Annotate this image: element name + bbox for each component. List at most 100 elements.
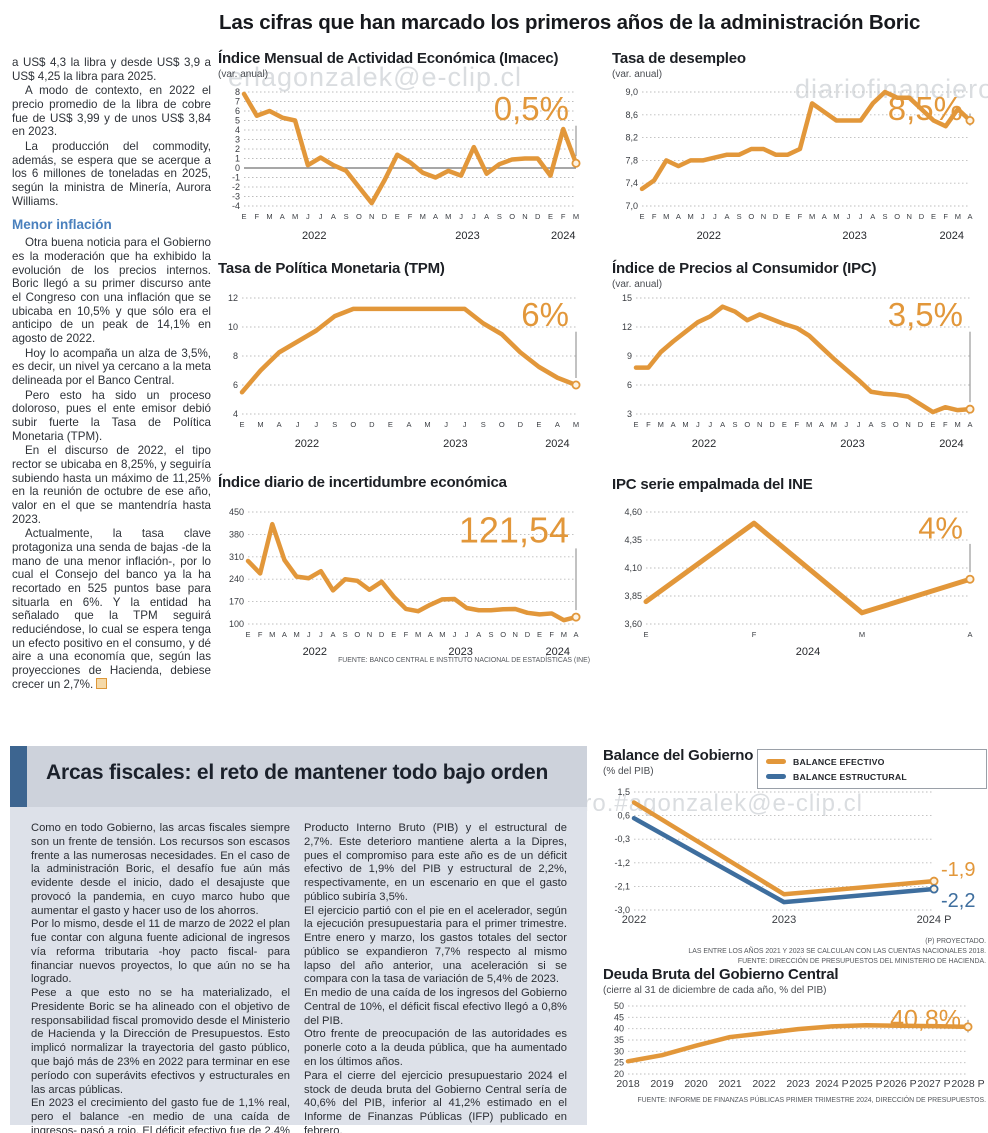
- svg-text:S: S: [332, 420, 337, 429]
- svg-text:J: J: [319, 212, 323, 221]
- fiscal-paragraph: Producto Interno Bruto (PIB) y el estruc…: [304, 822, 567, 903]
- svg-text:2022: 2022: [697, 230, 721, 242]
- svg-text:-2,2: -2,2: [941, 890, 975, 912]
- svg-text:J: J: [459, 212, 463, 221]
- svg-text:A: A: [822, 212, 827, 221]
- svg-text:6: 6: [233, 380, 238, 390]
- svg-text:A: A: [725, 212, 730, 221]
- svg-text:A: A: [555, 420, 560, 429]
- svg-text:F: F: [258, 630, 263, 639]
- legend-item-estructural: BALANCE ESTRUCTURAL: [766, 769, 986, 784]
- svg-text:-1: -1: [232, 173, 240, 183]
- svg-text:O: O: [509, 212, 515, 221]
- svg-text:M: M: [955, 420, 961, 429]
- svg-text:O: O: [350, 420, 356, 429]
- svg-text:2023: 2023: [443, 438, 467, 450]
- svg-text:2021: 2021: [718, 1078, 742, 1090]
- svg-text:J: J: [859, 212, 863, 221]
- article-paragraph: A modo de contexto, en 2022 el precio pr…: [12, 84, 211, 139]
- svg-text:2019: 2019: [650, 1078, 674, 1090]
- svg-text:1: 1: [235, 154, 240, 164]
- svg-text:7: 7: [235, 97, 240, 107]
- chart-title-deuda: Deuda Bruta del Gobierno Central: [603, 966, 839, 983]
- svg-text:121,54: 121,54: [459, 510, 569, 551]
- svg-text:A: A: [967, 420, 972, 429]
- svg-text:-0,3: -0,3: [614, 834, 630, 844]
- svg-text:M: M: [573, 212, 579, 221]
- article-paragraph: Hoy lo acompaña un alza de 3,5%, es deci…: [12, 346, 211, 388]
- svg-text:2023: 2023: [840, 438, 864, 450]
- svg-text:25: 25: [614, 1058, 624, 1068]
- svg-text:O: O: [500, 630, 506, 639]
- svg-text:7,0: 7,0: [625, 201, 638, 211]
- svg-text:M: M: [292, 212, 298, 221]
- svg-text:E: E: [239, 420, 244, 429]
- svg-text:J: J: [319, 630, 323, 639]
- svg-text:-3: -3: [232, 192, 240, 202]
- svg-text:A: A: [720, 420, 725, 429]
- balance-footnote-proyectado: (P) PROYECTADO.: [925, 938, 986, 945]
- article-paragraph: En el discurso de 2022, el tipo rector s…: [12, 444, 211, 526]
- svg-text:S: S: [343, 630, 348, 639]
- chart-imacec: 8 7 6 5 4 3 2 1 0 -1 -2 -3 -4 E F M A M J J A S O N D E F M A M J J A S O N…: [218, 86, 590, 242]
- svg-text:F: F: [798, 212, 803, 221]
- svg-text:2023: 2023: [786, 1078, 810, 1090]
- chart-subtitle-deuda: (cierre al 31 de diciembre de cada año, …: [603, 985, 827, 996]
- svg-text:2022: 2022: [622, 914, 646, 926]
- svg-text:A: A: [428, 630, 433, 639]
- svg-text:O: O: [894, 212, 900, 221]
- svg-text:D: D: [518, 420, 524, 429]
- svg-text:J: J: [713, 212, 717, 221]
- svg-text:M: M: [415, 630, 421, 639]
- svg-text:F: F: [943, 212, 948, 221]
- chart-subtitle-desempleo: (var. anual): [612, 69, 663, 80]
- svg-text:-1,2: -1,2: [614, 858, 630, 868]
- svg-text:A: A: [406, 420, 411, 429]
- svg-text:M: M: [293, 630, 299, 639]
- svg-text:8,2: 8,2: [625, 133, 638, 143]
- svg-text:3: 3: [235, 135, 240, 145]
- fiscal-paragraph: Otro frente de preocupación de las autor…: [304, 1028, 567, 1069]
- article-paragraph: a US$ 4,3 la libra y desde US$ 3,9 a US$…: [12, 56, 211, 83]
- svg-text:7,4: 7,4: [625, 178, 638, 188]
- svg-text:N: N: [907, 212, 912, 221]
- svg-text:N: N: [905, 420, 910, 429]
- deuda-source-note: FUENTE: INFORME DE FINANZAS PÚBLICAS PRI…: [637, 1097, 986, 1104]
- svg-text:E: E: [391, 630, 396, 639]
- svg-text:M: M: [439, 630, 445, 639]
- svg-text:F: F: [646, 420, 651, 429]
- svg-text:4,35: 4,35: [624, 535, 642, 545]
- svg-text:3,5%: 3,5%: [888, 296, 963, 333]
- svg-text:E: E: [536, 420, 541, 429]
- svg-text:2022: 2022: [302, 230, 326, 242]
- svg-text:M: M: [266, 212, 272, 221]
- svg-text:2028 P: 2028 P: [951, 1078, 984, 1090]
- svg-text:A: A: [484, 212, 489, 221]
- svg-text:380: 380: [229, 529, 244, 539]
- svg-text:E: E: [548, 212, 553, 221]
- svg-text:6%: 6%: [521, 296, 569, 333]
- svg-text:6: 6: [627, 380, 632, 390]
- svg-text:S: S: [737, 212, 742, 221]
- chart-subtitle-ipc: (var. anual): [612, 279, 663, 290]
- svg-text:J: J: [465, 630, 469, 639]
- svg-text:12: 12: [228, 293, 238, 303]
- svg-text:M: M: [809, 212, 815, 221]
- chart-ipc-empalmada: 4,60 4,35 4,10 3,85 3,60 E F M A 2024 4%: [612, 502, 986, 658]
- svg-text:E: E: [633, 420, 638, 429]
- svg-text:2: 2: [235, 144, 240, 154]
- svg-text:J: J: [844, 420, 848, 429]
- fiscal-headline-band: [10, 746, 587, 807]
- svg-text:2024: 2024: [545, 438, 569, 450]
- svg-text:D: D: [535, 212, 541, 221]
- svg-text:J: J: [708, 420, 712, 429]
- chart-title-tpm: Tasa de Política Monetaria (TPM): [218, 260, 445, 277]
- chart-subtitle-balance: (% del PIB): [603, 766, 654, 777]
- svg-text:2027 P: 2027 P: [917, 1078, 950, 1090]
- svg-text:S: S: [882, 212, 887, 221]
- svg-text:D: D: [525, 630, 531, 639]
- svg-text:M: M: [420, 212, 426, 221]
- svg-text:J: J: [472, 212, 476, 221]
- svg-text:D: D: [369, 420, 375, 429]
- chart-incertidumbre: 450 380 310 240 170 100 E F M A M J J A S O N D E F M A M J J A S O…: [218, 502, 590, 658]
